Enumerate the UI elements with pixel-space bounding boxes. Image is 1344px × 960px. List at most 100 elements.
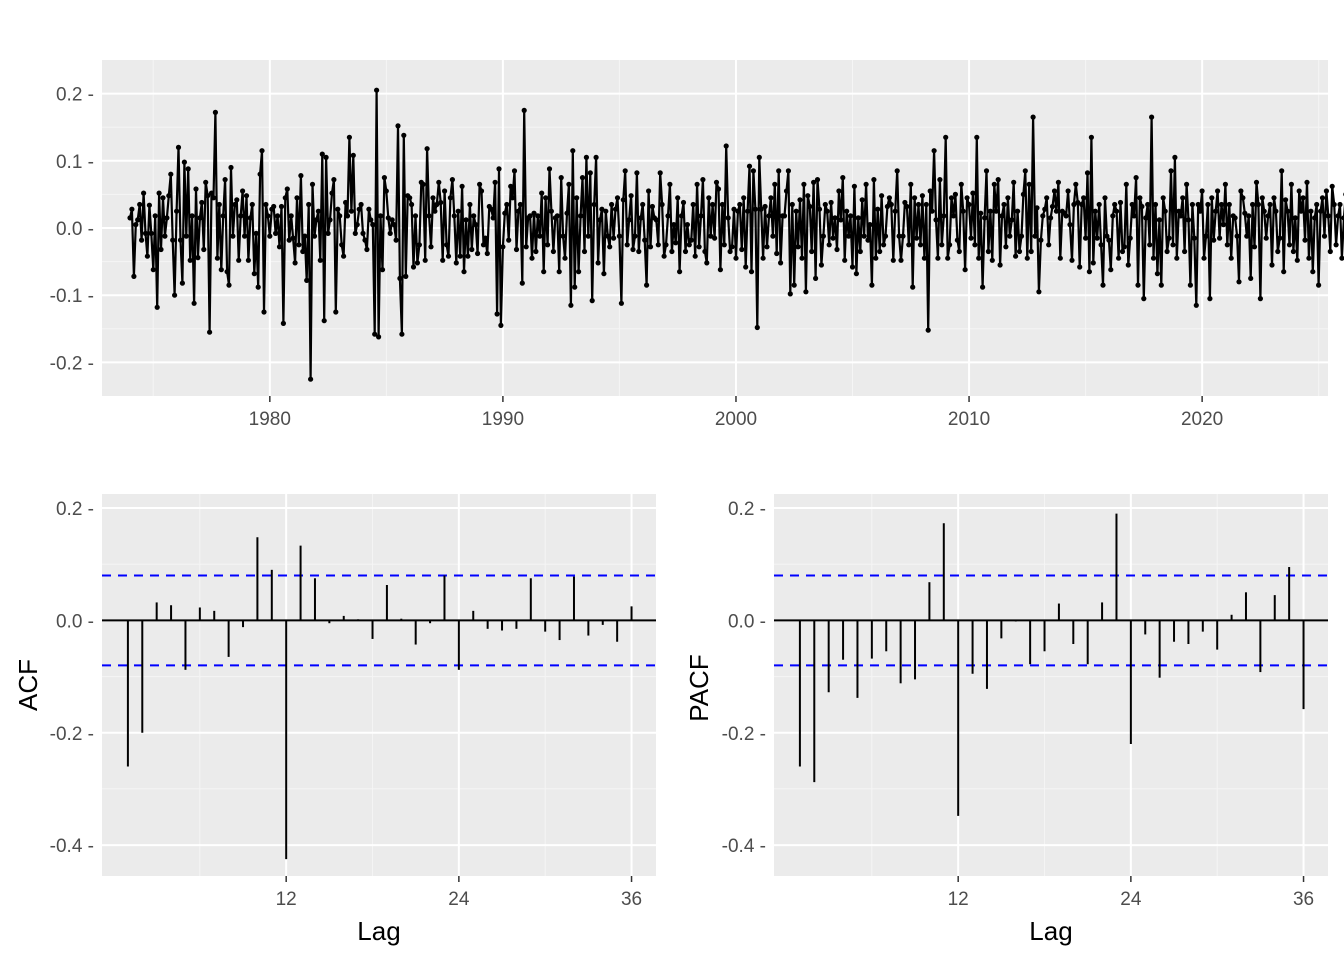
data-point (1094, 235, 1100, 241)
data-point (463, 217, 469, 223)
data-point (789, 201, 795, 208)
data-point (846, 233, 852, 239)
data-point (284, 186, 290, 192)
data-point (133, 222, 139, 228)
data-point (500, 244, 506, 250)
data-point (1251, 244, 1258, 250)
data-point (1028, 248, 1034, 255)
data-point (560, 233, 566, 239)
data-point (1321, 233, 1328, 239)
data-point (914, 235, 920, 241)
data-point (758, 206, 764, 212)
data-point (1098, 242, 1104, 248)
data-point (438, 199, 444, 206)
data-point (1333, 242, 1339, 248)
data-point (263, 201, 269, 208)
data-point (581, 248, 588, 255)
data-point (857, 248, 863, 255)
data-point (851, 183, 858, 189)
data-point (950, 213, 957, 219)
data-point (1300, 195, 1306, 201)
data-point (609, 201, 615, 208)
data-point (393, 237, 399, 243)
data-point (1207, 296, 1213, 302)
x-tick-label: 24 (448, 889, 470, 910)
data-point (539, 190, 545, 196)
data-point (1112, 201, 1118, 208)
data-point (838, 217, 844, 223)
data-point (1147, 242, 1153, 248)
data-point (150, 267, 156, 273)
data-point (401, 132, 407, 138)
data-point (166, 193, 172, 199)
data-point (1246, 213, 1252, 219)
data-point (1083, 235, 1089, 241)
data-point (502, 210, 508, 216)
data-point (455, 208, 461, 214)
data-point (329, 190, 335, 196)
data-point (1067, 222, 1073, 228)
data-point (956, 248, 962, 255)
data-point (379, 267, 386, 273)
data-point (1135, 282, 1141, 288)
data-point (764, 244, 770, 250)
data-point (737, 201, 743, 208)
data-point (304, 277, 310, 283)
data-point (224, 269, 230, 275)
data-point (360, 230, 366, 236)
data-point (447, 195, 453, 201)
time-series-line (127, 87, 1344, 382)
data-point (673, 240, 679, 246)
data-point (1007, 233, 1013, 239)
data-point (1318, 208, 1324, 214)
data-point (570, 148, 576, 154)
data-point (993, 208, 999, 214)
data-point (679, 213, 685, 219)
data-point (1189, 201, 1195, 208)
data-point (496, 166, 502, 172)
data-point (634, 170, 640, 176)
data-point (715, 186, 722, 192)
data-point (308, 376, 314, 382)
data-point (1327, 248, 1333, 255)
data-point (228, 164, 234, 171)
data-point (1329, 183, 1335, 189)
data-point (177, 237, 184, 243)
data-point (1184, 181, 1190, 187)
data-point (855, 215, 861, 221)
data-point (1100, 282, 1106, 288)
data-point (1106, 237, 1112, 243)
x-tick-label: 36 (621, 889, 642, 910)
time-series-x-axis: 1980 1990 2000 2010 2020 (249, 396, 1223, 430)
data-point (564, 210, 570, 216)
y-tick-label: -0.4 - (722, 836, 766, 857)
data-point (220, 213, 226, 219)
data-point (906, 242, 912, 248)
data-point (665, 213, 671, 219)
data-point (1195, 201, 1201, 208)
data-point (1036, 289, 1042, 295)
data-point (428, 244, 434, 250)
data-point (469, 246, 475, 253)
y-tick-label: -0.2 - (50, 724, 94, 745)
data-point (537, 233, 543, 239)
data-point (978, 210, 984, 216)
data-point (987, 208, 994, 214)
data-point (364, 246, 370, 253)
data-point (319, 151, 325, 157)
data-point (803, 289, 809, 295)
data-point (236, 257, 242, 263)
data-point (696, 244, 702, 250)
data-point (302, 233, 308, 239)
data-point (1048, 215, 1054, 221)
data-point (1096, 201, 1102, 208)
data-point (675, 195, 681, 201)
data-point (818, 262, 825, 268)
data-point (432, 208, 438, 214)
data-point (919, 193, 926, 199)
data-point (890, 257, 896, 263)
data-point (842, 257, 848, 263)
acf-y-axis: 0.2 - 0.0 - -0.2 - -0.4 - (50, 499, 94, 857)
data-point (230, 233, 236, 239)
data-point (1020, 191, 1026, 197)
